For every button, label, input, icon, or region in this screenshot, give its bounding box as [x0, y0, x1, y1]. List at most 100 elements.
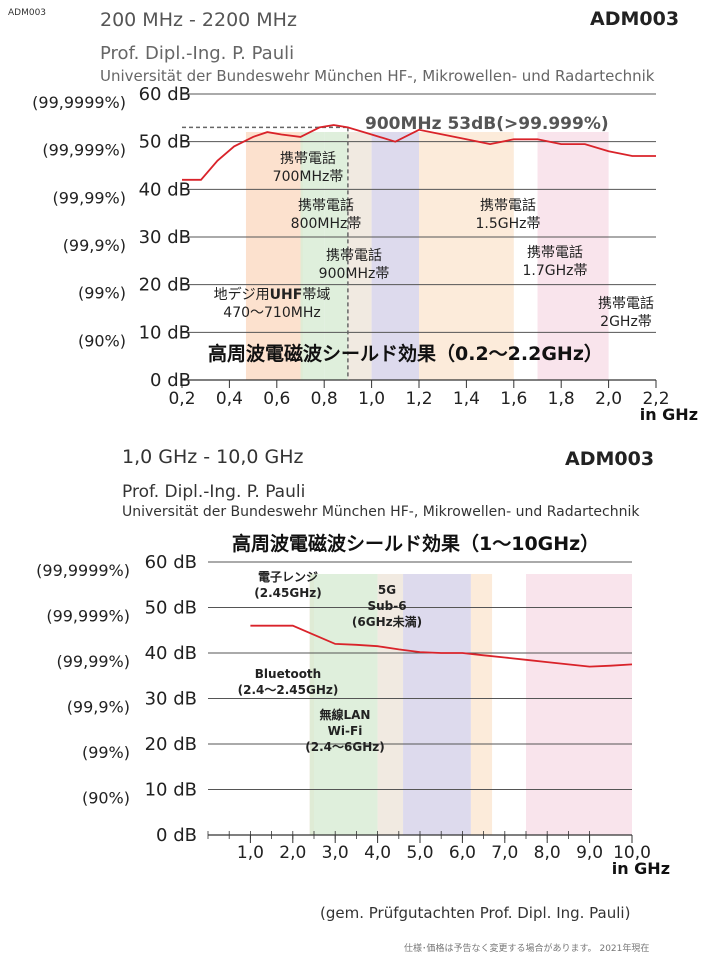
chart1-percent-label: (99,9999%) [32, 93, 126, 112]
chart2-x-tick-label: 7,0 [491, 843, 518, 863]
chart1-band-label: 携帯電話 [598, 295, 654, 312]
chart2-percent-label: (90%) [82, 789, 130, 808]
chart2-band-label: 5G [378, 583, 396, 597]
chart1-y-tick-label: 20 dB [139, 275, 191, 296]
chart1-frequency-band [300, 132, 325, 380]
chart1-x-tick-label: 1,0 [358, 389, 385, 409]
chart2-x-tick-label: 10,0 [613, 843, 651, 863]
chart1-x-tick-label: 1,4 [453, 389, 480, 409]
chart1-band-label: 携帯電話 [280, 150, 336, 167]
chart2-y-tick-label: 50 dB [145, 598, 197, 619]
chart1-percent-label: (99,999%) [42, 141, 126, 160]
chart2-x-axis-label: in GHz [612, 859, 670, 878]
chart1-frequency-band [245, 132, 303, 380]
chart2-x-tick-label: 2,0 [279, 843, 306, 863]
chart2-percent-label: (99,999%) [46, 607, 130, 626]
chart1-frequency-band [347, 132, 372, 380]
chart1-band-label: 800MHz帯 [291, 216, 362, 232]
chart1-y-tick-label: 10 dB [139, 322, 191, 343]
chart2-frequency-range: 1,0 GHz - 10,0 GHz [122, 446, 304, 468]
chart2-x-tick-label: 4,0 [364, 843, 391, 863]
chart1-band-label: 2GHz帯 [600, 314, 652, 330]
chart1-x-tick-label: 2,0 [595, 389, 622, 409]
chart1-band-label: 携帯電話 [326, 247, 382, 264]
chart2-series-line [250, 624, 633, 668]
chart1-frequency-band [419, 132, 514, 380]
chart2-y-tick-label: 40 dB [145, 643, 197, 664]
chart1-x-tick-label: 0,4 [216, 389, 243, 409]
chart1-band-label: 携帯電話 [527, 244, 583, 261]
chart2-band-label: (6GHz未満) [352, 614, 422, 629]
chart1-band-label: 地デジ用UHF帯域 [214, 286, 331, 303]
source-note: (gem. Prüfgutachten Prof. Dipl. Ing. Pau… [320, 904, 631, 922]
chart2-x-tick-label: 9,0 [576, 843, 603, 863]
chart1-band-label: 900MHz帯 [319, 266, 390, 282]
chart2-y-tick-label: 20 dB [145, 734, 197, 755]
chart1-percent-label: (99,99%) [53, 188, 127, 207]
chart2-percent-label: (99%) [82, 743, 130, 762]
chart1-y-tick-label: 50 dB [139, 132, 191, 153]
chart1-band-label: 1.5GHz帯 [476, 216, 541, 232]
chart1-x-tick-label: 0,6 [263, 389, 290, 409]
chart1-percent-label: (99,9%) [63, 236, 126, 255]
chart2-frequency-band [377, 574, 404, 835]
chart2-institute: Universität der Bundeswehr München HF-, … [122, 504, 640, 520]
chart1-frequency-range: 200 MHz - 2200 MHz [100, 9, 297, 31]
chart1-series-line [182, 124, 656, 181]
corner-label: ADM003 [8, 8, 47, 18]
chart1-band-label: 700MHz帯 [273, 169, 344, 185]
chart2-band-label: (2.45GHz) [254, 586, 321, 600]
chart2-band-label: (2.4〜2.45GHz) [238, 683, 339, 697]
chart2-frequency-band [403, 574, 471, 835]
chart1-y-tick-label: 0 dB [150, 370, 191, 391]
chart2-x-tick-label: 6,0 [449, 843, 476, 863]
chart1-band-label: 携帯電話 [480, 197, 536, 214]
chart2-title: 高周波電磁波シールド効果（1〜10GHz） [232, 533, 600, 555]
chart2-x-tick-label: 5,0 [406, 843, 433, 863]
chart2-percent-label: (99,9999%) [36, 561, 130, 580]
chart1-frequency-band [324, 132, 348, 380]
chart1-annotation-label: 900MHz 53dB(>99.999%) [365, 114, 609, 134]
chart2-y-tick-label: 0 dB [156, 825, 197, 846]
chart2-model-label: ADM003 [565, 448, 655, 470]
chart1-x-tick-label: 1,8 [548, 389, 575, 409]
chart2-frequency-band [470, 574, 493, 835]
chart1-band-label: 1.7GHz帯 [523, 263, 588, 279]
chart2-x-tick-label: 3,0 [322, 843, 349, 863]
chart1-institute: Universität der Bundeswehr München HF-, … [100, 67, 655, 85]
chart1-frequency-band [371, 132, 419, 380]
chart1-title: 高周波電磁波シールド効果（0.2〜2.2GHz） [208, 342, 603, 365]
chart2-band-label: 電子レンジ [258, 570, 318, 584]
chart2-band-label: (2.4〜6GHz) [305, 740, 384, 754]
chart2-band-label: 無線LAN [320, 707, 371, 722]
chart1-x-tick-label: 1,6 [500, 389, 527, 409]
chart1-band-label: 470〜710MHz [223, 305, 320, 321]
chart1-frequency-band [537, 132, 609, 380]
chart1-y-tick-label: 60 dB [139, 84, 191, 105]
chart1-x-axis-label: in GHz [640, 405, 698, 424]
chart2-author: Prof. Dipl.-Ing. P. Pauli [122, 482, 306, 502]
chart2-percent-label: (99,9%) [67, 698, 130, 717]
chart1-x-tick-label: 2,2 [642, 389, 669, 409]
chart2-x-tick-label: 8,0 [534, 843, 561, 863]
chart1-model-label: ADM003 [590, 8, 680, 30]
chart1-x-tick-label: 1,2 [405, 389, 432, 409]
chart2-y-tick-label: 10 dB [145, 780, 197, 801]
chart1-percent-label: (99%) [78, 284, 126, 303]
footer-note: 仕様･価格は予告なく変更する場合があります。 2021年現在 [404, 944, 650, 954]
chart1-x-tick-label: 0,2 [168, 389, 195, 409]
chart2-y-tick-label: 60 dB [145, 552, 197, 573]
chart2-percent-label: (99,99%) [57, 652, 131, 671]
chart1-percent-label: (90%) [78, 331, 126, 350]
chart1-y-tick-label: 30 dB [139, 227, 191, 248]
chart2-band-label: Wi-Fi [328, 724, 363, 738]
chart1-author: Prof. Dipl.-Ing. P. Pauli [100, 43, 295, 64]
chart1-band-label: 携帯電話 [298, 197, 354, 214]
chart2-x-tick-label: 1,0 [237, 843, 264, 863]
chart2-y-tick-label: 30 dB [145, 689, 197, 710]
chart1-y-tick-label: 40 dB [139, 179, 191, 200]
chart2-frequency-band [309, 574, 378, 835]
chart1-x-tick-label: 0,8 [311, 389, 338, 409]
chart2-frequency-band [526, 574, 632, 835]
